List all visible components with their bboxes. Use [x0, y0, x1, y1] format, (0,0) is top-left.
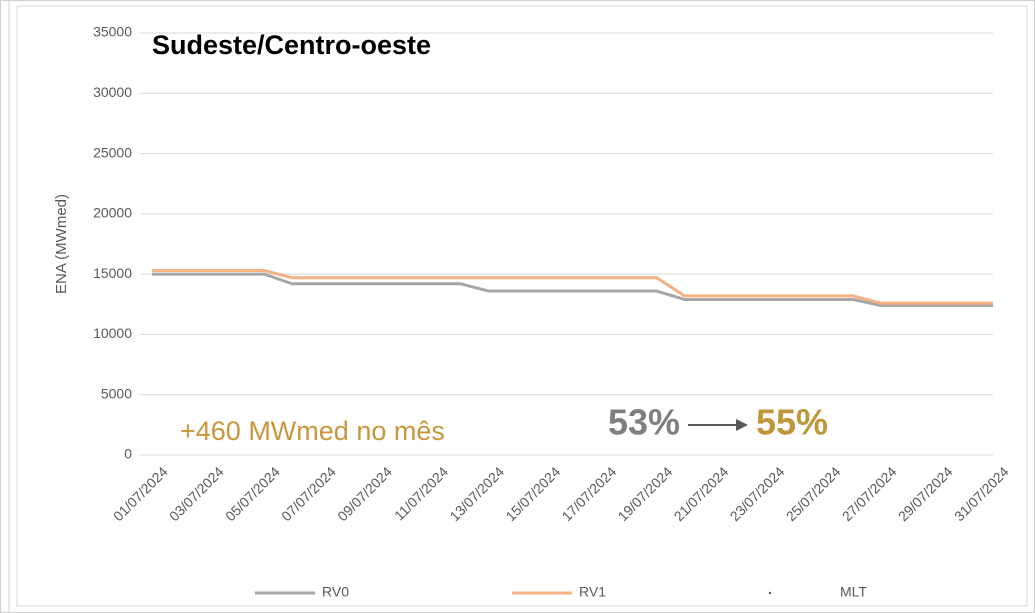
series-line — [152, 269, 993, 305]
annotation: 53% — [608, 402, 680, 443]
legend-label: MLT — [840, 584, 867, 600]
legend-swatch — [768, 591, 772, 595]
series-line — [152, 272, 993, 307]
legend-label: RV0 — [322, 584, 349, 600]
y-tick-label: 15000 — [93, 265, 132, 281]
chart-border — [16, 5, 1028, 607]
arrow-head — [736, 419, 748, 431]
y-tick-label: 20000 — [93, 205, 132, 221]
y-tick-label: 30000 — [93, 84, 132, 100]
legend-label: RV1 — [579, 584, 606, 600]
annotation: +460 MWmed no mês — [180, 416, 445, 446]
y-axis-label: ENA (MWmed) — [53, 194, 70, 294]
y-tick-label: 25000 — [93, 144, 132, 160]
annotation: 55% — [756, 402, 828, 443]
y-tick-label: 0 — [124, 446, 132, 462]
y-tick-label: 10000 — [93, 325, 132, 341]
chart-title: Sudeste/Centro-oeste — [152, 30, 431, 60]
y-tick-label: 35000 — [93, 24, 132, 40]
y-tick-label: 5000 — [101, 385, 132, 401]
